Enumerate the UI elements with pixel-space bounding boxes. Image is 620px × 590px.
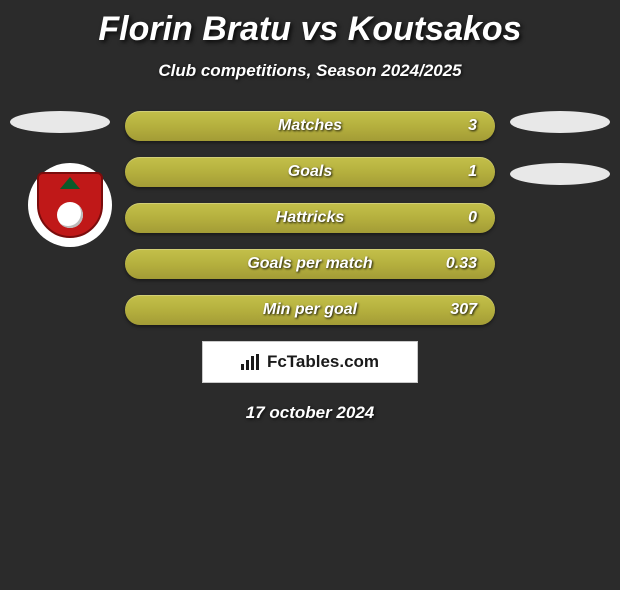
bar-chart-icon [241,354,261,370]
stat-value-right: 0 [468,209,477,227]
stat-label: Min per goal [263,301,357,319]
stat-value-right: 0.33 [446,255,477,273]
club-badge-ball-icon [57,202,83,228]
player-right-placeholder-oval-1 [510,111,610,133]
stat-label: Goals [288,163,332,181]
brand-badge[interactable]: FcTables.com [202,341,418,383]
page-title: Florin Bratu vs Koutsakos [0,10,620,49]
club-badge-left [28,163,112,247]
brand-text: FcTables.com [267,352,379,372]
stat-rows: Matches 3 Goals 1 Hattricks 0 Goals per … [125,111,495,325]
stat-row-hattricks: Hattricks 0 [125,203,495,233]
stat-label: Matches [278,117,342,135]
stat-value-right: 307 [450,301,477,319]
player-right-placeholder-oval-2 [510,163,610,185]
stats-area: Matches 3 Goals 1 Hattricks 0 Goals per … [0,111,620,423]
stat-label: Hattricks [276,209,344,227]
stat-value-right: 1 [468,163,477,181]
stat-label: Goals per match [247,255,372,273]
stat-row-matches: Matches 3 [125,111,495,141]
player-left-placeholder-oval [10,111,110,133]
page-subtitle: Club competitions, Season 2024/2025 [0,61,620,81]
stat-row-min-per-goal: Min per goal 307 [125,295,495,325]
club-badge-shield [37,172,103,238]
club-badge-tree-icon [60,177,80,189]
stat-value-right: 3 [468,117,477,135]
stat-row-goals: Goals 1 [125,157,495,187]
date-text: 17 october 2024 [0,403,620,423]
stat-row-goals-per-match: Goals per match 0.33 [125,249,495,279]
